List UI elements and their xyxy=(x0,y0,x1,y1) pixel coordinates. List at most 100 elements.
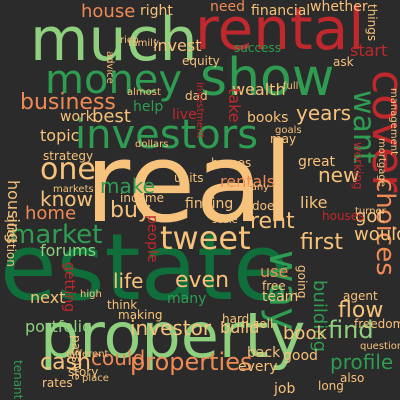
word-working: working xyxy=(351,142,365,190)
word-wealth: wealth xyxy=(232,80,286,99)
word-different: different xyxy=(66,349,109,360)
word-high: high xyxy=(80,289,102,300)
word-market: market xyxy=(10,220,103,250)
word-good: good xyxy=(283,348,318,364)
word-almost: almost xyxy=(127,87,161,98)
word-success: success xyxy=(234,41,281,55)
word-next: next xyxy=(30,288,66,307)
word-many: many xyxy=(167,291,207,307)
word-back: back xyxy=(247,345,281,361)
word-profile: profile xyxy=(330,350,394,374)
word-hard: hard xyxy=(222,312,250,326)
word-would: would xyxy=(354,224,400,245)
word-does: does xyxy=(252,199,281,213)
word-property: property xyxy=(40,299,306,372)
word-story: story xyxy=(68,365,99,379)
word-investment: investment xyxy=(194,82,205,139)
word-homes: homes xyxy=(211,156,252,170)
word-scale: scale xyxy=(212,215,238,226)
word-start: start xyxy=(350,41,388,60)
word-take: take xyxy=(225,88,244,123)
word-houses: houses xyxy=(322,209,365,223)
word-rates: rates xyxy=(42,376,73,390)
word-questions: questions xyxy=(360,341,400,352)
word-estate: estate xyxy=(0,214,290,321)
word-place: place xyxy=(82,373,109,384)
word-book: book xyxy=(283,323,327,344)
word-markets: markets xyxy=(53,184,94,195)
word-equity: equity xyxy=(182,54,220,68)
word-work: work xyxy=(60,109,94,125)
word-free: free xyxy=(262,279,286,293)
word-getting: getting xyxy=(61,262,77,313)
word-even: even xyxy=(175,268,230,293)
word-dollars: dollars xyxy=(135,139,169,150)
word-could: could xyxy=(91,346,146,370)
word-forums: forums xyxy=(40,241,97,260)
word-whether: whether xyxy=(310,0,368,15)
word-rentals: rentals xyxy=(220,172,276,191)
word-mortgage: mortgage xyxy=(376,138,387,187)
word-right: right xyxy=(140,3,173,19)
word-every: every xyxy=(238,359,278,375)
word-long: long xyxy=(318,379,344,393)
word-finding: finding xyxy=(185,196,234,212)
word-best: best xyxy=(92,106,131,127)
word-years: years xyxy=(296,101,352,125)
word-invest: invest xyxy=(153,36,202,55)
word-units: units xyxy=(174,171,204,185)
word-show: show xyxy=(200,48,335,108)
word-business: business xyxy=(20,90,116,115)
word-life: life xyxy=(113,269,144,293)
word-ask: ask xyxy=(333,55,354,69)
word-portfolio: portfolio xyxy=(25,317,92,336)
word-rich: rich xyxy=(120,35,139,46)
word-new: new xyxy=(318,163,360,187)
word-help: help xyxy=(133,99,164,115)
word-things: things xyxy=(365,4,379,42)
word-live: live xyxy=(172,107,197,123)
word-home: home xyxy=(25,203,77,224)
word-tenants: tenants xyxy=(11,360,25,400)
word-buy: buy xyxy=(110,198,151,223)
word-first: first xyxy=(300,230,343,255)
word-cash: cash xyxy=(40,350,91,375)
word-making: making xyxy=(118,308,163,322)
word-great: great xyxy=(298,154,336,170)
word-build: build xyxy=(220,318,260,337)
word-know: know xyxy=(40,187,93,211)
word-people: people xyxy=(144,215,160,263)
word-going: going xyxy=(295,265,309,299)
word-strategy: strategy xyxy=(43,149,94,163)
word-make: make xyxy=(100,174,155,198)
word-much: much xyxy=(30,5,198,75)
word-team: team xyxy=(262,289,299,305)
word-income: income xyxy=(120,191,164,205)
word-full: full xyxy=(283,81,299,92)
word-topic: topic xyxy=(40,126,80,145)
word-also: also xyxy=(340,371,365,385)
word-rental: rental xyxy=(195,0,365,63)
word-turner: turner xyxy=(355,206,386,217)
word-find: find xyxy=(328,316,374,344)
word-tweet: tweet xyxy=(160,219,251,257)
word-one: one xyxy=(40,152,96,187)
word-job: job xyxy=(274,381,296,397)
word-money: money xyxy=(45,57,183,103)
word-company: company xyxy=(223,182,270,193)
word-got: got xyxy=(355,206,385,227)
word-flow: flow xyxy=(338,298,384,323)
word-investors: investors xyxy=(75,112,259,158)
word-management: management xyxy=(388,88,399,155)
word-dad: dad xyxy=(185,89,208,103)
word-sell: sell xyxy=(253,317,274,331)
word-financial: financial xyxy=(251,3,311,19)
word-like: like xyxy=(300,193,328,212)
word-freedom: freedom xyxy=(354,317,400,331)
word-investor: investor xyxy=(130,316,212,340)
word-advice: advice xyxy=(104,51,115,84)
word-need: need xyxy=(210,0,245,15)
word-books: books xyxy=(247,110,289,126)
word-think: think xyxy=(107,298,138,312)
